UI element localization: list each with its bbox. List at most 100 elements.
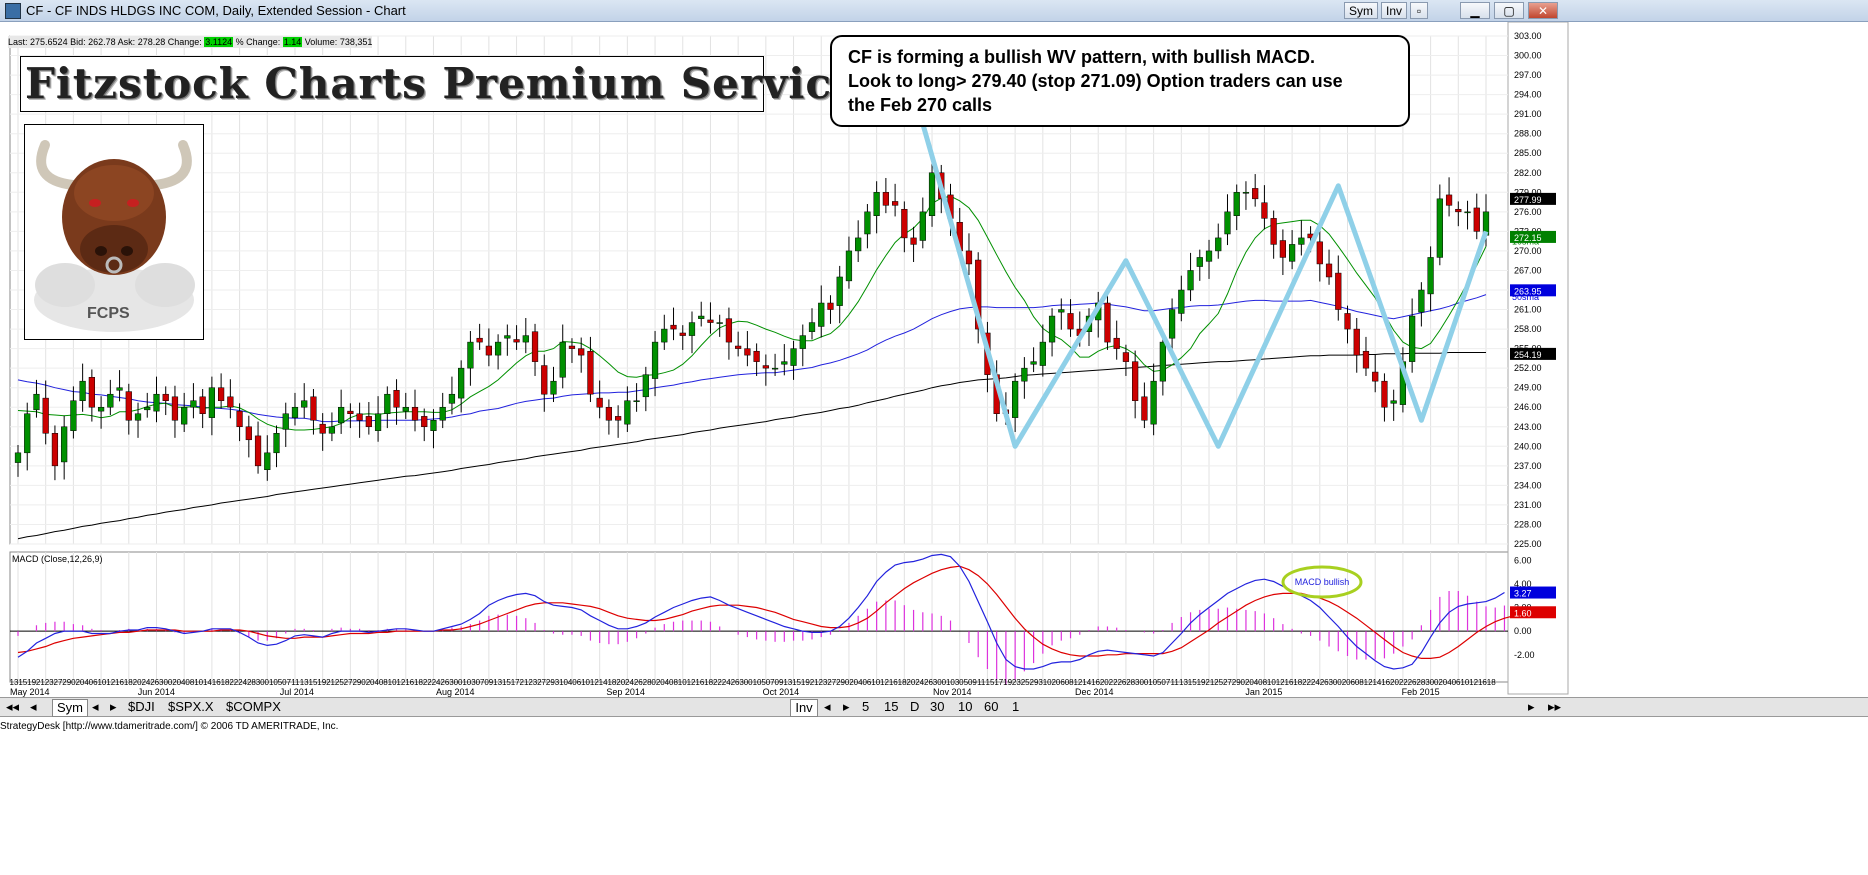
macd-signal-line [17, 565, 1524, 660]
candle-down [1455, 208, 1462, 213]
candle-down [596, 397, 603, 408]
x-tick-label: 29 [836, 678, 845, 687]
ask-label: Ask: [117, 37, 136, 47]
x-tick-label: 21 [36, 678, 45, 687]
candle-up [799, 335, 806, 349]
y-tick-label: 285.00 [1514, 148, 1542, 158]
x-tick-label: 16 [1091, 678, 1100, 687]
x-tick-label: 17 [511, 678, 520, 687]
inv-next-icon[interactable]: ▸ [843, 699, 850, 714]
macd-title: MACD (Close,12,26,9) [12, 554, 103, 564]
y-tick-label: 276.00 [1514, 207, 1542, 217]
scroll-prev-icon[interactable]: ◂ [30, 699, 37, 714]
x-tick-label: 29 [1232, 678, 1241, 687]
x-tick-label: 22 [1399, 678, 1408, 687]
x-tick-label: 16 [212, 678, 221, 687]
window-menu-icon[interactable]: ▫ [1410, 2, 1428, 19]
candle-down [975, 259, 982, 330]
period-tab-1[interactable]: 1 [1012, 699, 1020, 714]
x-tick-label: 31 [555, 678, 564, 687]
symbol-tab-dji[interactable]: $DJI [128, 699, 155, 714]
candle-up [845, 250, 853, 282]
candle-down [744, 348, 751, 356]
candle-up [181, 406, 188, 425]
period-tab-5[interactable]: 5 [862, 699, 870, 714]
candle-down [310, 396, 317, 421]
sym-selector[interactable]: Sym [52, 699, 88, 717]
candle-up [1030, 361, 1037, 365]
x-tick-label: 28 [247, 678, 256, 687]
sym-button[interactable]: Sym [1344, 2, 1378, 19]
candle-up [273, 433, 280, 454]
x-tick-label: 25 [1214, 678, 1223, 687]
scroll-first-icon[interactable]: ◂◂ [6, 699, 20, 714]
x-tick-label: 05 [757, 678, 766, 687]
symbol-tab-compx[interactable]: $COMPX [226, 699, 281, 714]
scroll-end-icon[interactable]: ▸▸ [1548, 699, 1562, 714]
candle-down [1362, 350, 1370, 369]
x-tick-label: 26 [634, 678, 643, 687]
x-tick-label: 13 [783, 678, 792, 687]
period-tab-60[interactable]: 60 [984, 699, 999, 714]
x-tick-label: 03 [467, 678, 476, 687]
x-tick-label: 11 [291, 678, 300, 687]
x-tick-label: 24 [432, 678, 441, 687]
candle-down [1270, 218, 1277, 245]
change-label: Change: [167, 37, 202, 47]
candle-up [61, 426, 68, 463]
sym-prev-icon[interactable]: ◂ [92, 699, 99, 714]
candle-up [467, 341, 474, 369]
x-tick-label: 16 [405, 678, 414, 687]
candle-up [661, 328, 668, 343]
y-tick-label: 237.00 [1514, 461, 1542, 471]
x-tick-label: 14 [599, 678, 608, 687]
inv-prev-icon[interactable]: ◂ [824, 699, 831, 714]
x-tick-label: 09 [968, 678, 977, 687]
y-tick-label: 297.00 [1514, 70, 1542, 80]
x-tick-label: 22 [713, 678, 722, 687]
candle-down [827, 302, 834, 310]
maximize-icon[interactable]: ▢ [1494, 2, 1524, 19]
period-tab-15[interactable]: 15 [884, 699, 899, 714]
app-icon [5, 3, 21, 19]
x-tick-label: 18 [607, 678, 616, 687]
x-tick-label: 02 [1337, 678, 1346, 687]
x-tick-label: 06 [1346, 678, 1355, 687]
close-icon[interactable]: ✕ [1528, 2, 1558, 19]
month-label: Aug 2014 [436, 687, 475, 697]
candle-up [1048, 315, 1056, 343]
candle-down [707, 319, 714, 323]
candle-up [688, 322, 696, 336]
y-tick-label: 240.00 [1514, 441, 1542, 451]
month-label: Oct 2014 [763, 687, 800, 697]
minimize-icon[interactable]: ▁ [1460, 2, 1490, 19]
price-tag-label: 263.95 [1514, 286, 1542, 296]
period-tab-10[interactable]: 10 [958, 699, 973, 714]
x-tick-label: 15 [792, 678, 801, 687]
candle-down [1335, 272, 1342, 310]
x-tick-label: 12 [880, 678, 889, 687]
candle-down [171, 396, 179, 421]
candle-up [642, 374, 649, 398]
fcps-label: FCPS [87, 305, 130, 322]
period-tab-d[interactable]: D [910, 699, 920, 714]
symbol-tab-spx[interactable]: $SPX.X [168, 699, 214, 714]
x-tick-label: 04 [1443, 678, 1452, 687]
candle-down [1067, 313, 1074, 330]
sym-next-icon[interactable]: ▸ [110, 699, 117, 714]
inv-selector[interactable]: Inv [790, 699, 818, 717]
x-tick-label: 20 [616, 678, 625, 687]
x-tick-label: 17 [994, 678, 1003, 687]
x-tick-label: 21 [810, 678, 819, 687]
x-tick-label: 05 [959, 678, 968, 687]
scroll-right-icon[interactable]: ▸ [1528, 699, 1535, 714]
candle-up [190, 400, 197, 408]
x-tick-label: 02 [845, 678, 854, 687]
inv-button[interactable]: Inv [1381, 2, 1407, 19]
x-tick-label: 26 [924, 678, 933, 687]
x-tick-label: 28 [643, 678, 652, 687]
x-tick-label: 13 [493, 678, 502, 687]
candle-down [227, 396, 234, 408]
period-tab-30[interactable]: 30 [930, 699, 945, 714]
wv-pattern-line [920, 123, 1489, 449]
